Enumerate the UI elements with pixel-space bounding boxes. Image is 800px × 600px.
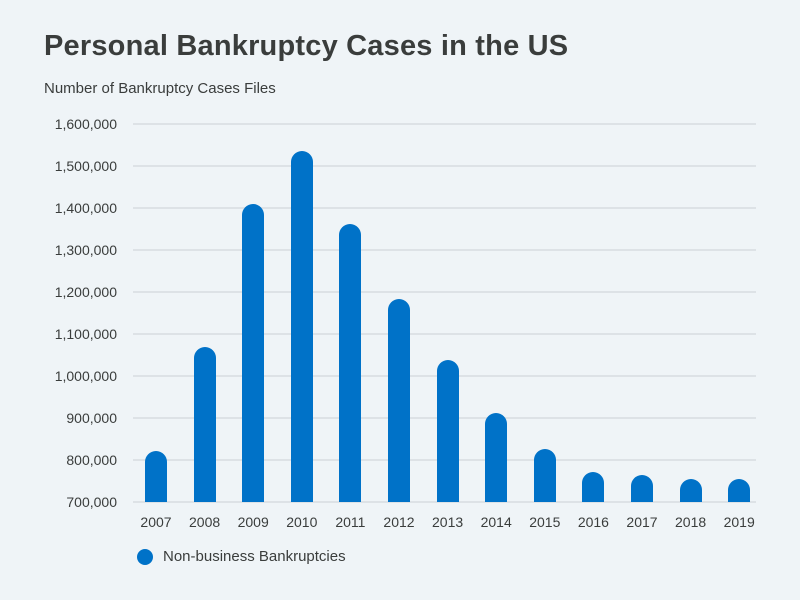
bar-2019 bbox=[728, 478, 751, 502]
y-tick-label: 1,100,000 bbox=[54, 326, 117, 342]
y-tick-label: 700,000 bbox=[66, 494, 117, 510]
legend-dot-icon bbox=[137, 548, 153, 565]
y-tick-label: 1,300,000 bbox=[54, 242, 117, 258]
x-tick-label: 2014 bbox=[480, 514, 512, 530]
legend: Non-business Bankruptcies bbox=[137, 548, 346, 565]
gridline bbox=[133, 291, 756, 293]
x-tick-label: 2017 bbox=[626, 514, 658, 530]
bar-2008 bbox=[193, 346, 216, 502]
bar-2007 bbox=[145, 450, 167, 502]
gridline bbox=[133, 501, 756, 503]
bar-2015 bbox=[533, 449, 556, 502]
bar-2011 bbox=[339, 223, 362, 502]
y-tick-label: 1,500,000 bbox=[54, 158, 117, 174]
gridline bbox=[133, 249, 756, 251]
x-tick-label: 2009 bbox=[237, 514, 269, 530]
x-tick-label: 2008 bbox=[189, 514, 221, 530]
y-tick-label: 1,400,000 bbox=[54, 200, 117, 216]
bar-2013 bbox=[436, 360, 459, 502]
y-tick-label: 1,200,000 bbox=[54, 284, 117, 300]
x-tick-label: 2019 bbox=[723, 514, 755, 530]
gridline bbox=[133, 165, 756, 167]
y-tick-label: 1,600,000 bbox=[54, 116, 117, 132]
x-tick-label: 2011 bbox=[335, 514, 366, 530]
gridline bbox=[133, 207, 756, 209]
x-tick-label: 2012 bbox=[383, 514, 415, 530]
y-tick-label: 900,000 bbox=[66, 410, 117, 426]
x-tick-label: 2016 bbox=[577, 514, 609, 530]
x-tick-label: 2010 bbox=[286, 514, 318, 530]
x-tick-label: 2013 bbox=[432, 514, 464, 530]
bar-2018 bbox=[679, 478, 702, 502]
bar-2009 bbox=[242, 203, 265, 502]
y-tick-label: 800,000 bbox=[66, 452, 117, 468]
chart-subtitle: Number of Bankruptcy Cases Files bbox=[44, 80, 276, 97]
bar-2014 bbox=[485, 412, 508, 502]
chart-title: Personal Bankruptcy Cases in the US bbox=[44, 30, 569, 62]
legend-label: Non-business Bankruptcies bbox=[163, 548, 346, 565]
y-tick-label: 1,000,000 bbox=[54, 368, 117, 384]
bar-2010 bbox=[290, 151, 313, 502]
bar-2017 bbox=[631, 474, 653, 502]
gridline bbox=[133, 333, 756, 335]
x-tick-label: 2007 bbox=[140, 514, 172, 530]
bar-2012 bbox=[388, 299, 410, 502]
x-tick-label: 2015 bbox=[529, 514, 561, 530]
x-tick-label: 2018 bbox=[675, 514, 707, 530]
gridline bbox=[133, 123, 756, 125]
bar-2016 bbox=[582, 472, 605, 502]
